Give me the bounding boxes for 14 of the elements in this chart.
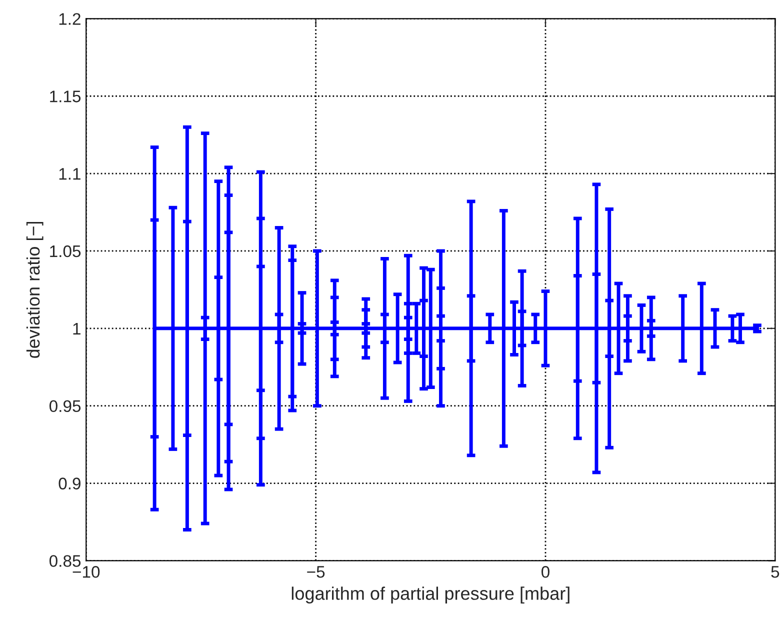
x-tick-label: −10 — [72, 566, 100, 578]
y-tick-label: 1.2 — [59, 13, 80, 25]
x-axis-title: logarithm of partial pressure [mbar] — [292, 586, 570, 604]
y-tick-label: 0.85 — [49, 555, 81, 567]
x-tick-label: 5 — [771, 566, 780, 578]
y-tick-label: 0.95 — [49, 400, 81, 412]
x-tick-label: 0 — [542, 566, 550, 578]
x-tick-label: −5 — [307, 566, 325, 578]
y-tick-label: 1 — [73, 322, 80, 334]
y-axis-title: deviation ratio [−] — [26, 222, 44, 358]
y-tick-label: 1.05 — [50, 245, 81, 258]
y-tick-label: 1.15 — [50, 90, 81, 102]
y-tick-label: 1.1 — [59, 168, 80, 180]
y-tick-label: 0.9 — [58, 478, 80, 490]
